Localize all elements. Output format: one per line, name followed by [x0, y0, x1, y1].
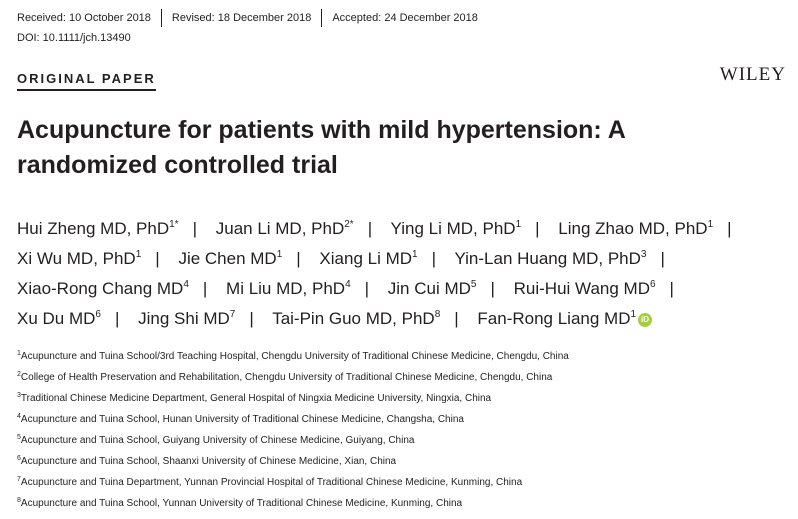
doi[interactable]: DOI: 10.1111/jch.13490: [17, 32, 131, 44]
author-separator: |: [431, 249, 437, 268]
author[interactable]: Tai-Pin Guo MD, PhD8: [272, 309, 441, 328]
author-separator: |: [249, 309, 254, 328]
article-dates: Received: 10 October 2018 Revised: 18 De…: [17, 9, 478, 27]
author[interactable]: Rui-Hui Wang MD6: [513, 279, 656, 298]
section-label: ORIGINAL PAPER: [17, 71, 156, 91]
affiliation: 5Acupuncture and Tuina School, Guiyang U…: [17, 434, 415, 446]
orcid-icon[interactable]: iD: [638, 313, 653, 327]
affiliation: 1Acupuncture and Tuina School/3rd Teachi…: [17, 350, 569, 362]
author-separator: |: [202, 279, 208, 298]
author[interactable]: Juan Li MD, PhD2*: [215, 219, 354, 238]
author-list: Hui Zheng MD, PhD1* | Juan Li MD, PhD2* | …: [17, 214, 777, 334]
publisher-logo: WILEY: [719, 64, 786, 85]
author-separator: |: [727, 219, 732, 238]
received-date: Received: 10 October 2018: [17, 12, 151, 24]
author-separator: |: [364, 279, 370, 298]
revised-date: Revised: 18 December 2018: [171, 12, 312, 24]
affiliation-list: 1Acupuncture and Tuina School/3rd Teachi…: [17, 350, 569, 518]
accepted-date: Accepted: 24 December 2018: [332, 12, 478, 24]
author[interactable]: Yin-Lan Huang MD, PhD3: [454, 249, 647, 268]
author[interactable]: Hui Zheng MD, PhD1*: [17, 219, 179, 238]
author-separator: |: [669, 279, 674, 298]
author[interactable]: Xi Wu MD, PhD1: [17, 249, 142, 268]
affiliation: 6Acupuncture and Tuina School, Shaanxi U…: [17, 455, 397, 467]
author[interactable]: Xiao-Rong Chang MD4: [17, 279, 189, 298]
author[interactable]: Ying Li MD, PhD1: [390, 219, 522, 238]
affiliation: 7Acupuncture and Tuina Department, Yunna…: [17, 476, 523, 488]
author-separator: |: [454, 309, 459, 328]
author-separator: |: [296, 249, 301, 268]
author-separator: |: [192, 219, 197, 238]
author[interactable]: Ling Zhao MD, PhD1: [558, 219, 714, 238]
author-separator: |: [367, 219, 373, 238]
affiliation: 8Acupuncture and Tuina School, Yunnan Un…: [17, 497, 463, 509]
author[interactable]: Xu Du MD6: [17, 309, 101, 328]
author-separator: |: [155, 249, 160, 268]
affiliation: 4Acupuncture and Tuina School, Hunan Uni…: [17, 413, 464, 425]
author-separator: |: [660, 249, 665, 268]
affiliation: 3Traditional Chinese Medicine Department…: [17, 392, 492, 404]
author-separator: |: [114, 309, 120, 328]
date-divider: [321, 9, 323, 27]
author[interactable]: Xiang Li MD1: [319, 249, 418, 268]
author-separator: |: [535, 219, 540, 238]
affiliation: 2College of Health Preservation and Reha…: [17, 371, 553, 383]
author[interactable]: Jing Shi MD7: [138, 309, 236, 328]
date-divider: [160, 9, 162, 27]
article-title: Acupuncture for patients with mild hyper…: [17, 116, 625, 179]
author-separator: |: [490, 279, 495, 298]
author[interactable]: Jie Chen MD1: [178, 249, 283, 268]
author[interactable]: Fan-Rong Liang MD1: [477, 309, 637, 328]
author[interactable]: Jin Cui MD5: [387, 279, 477, 298]
author[interactable]: Mi Liu MD, PhD4: [226, 279, 351, 298]
